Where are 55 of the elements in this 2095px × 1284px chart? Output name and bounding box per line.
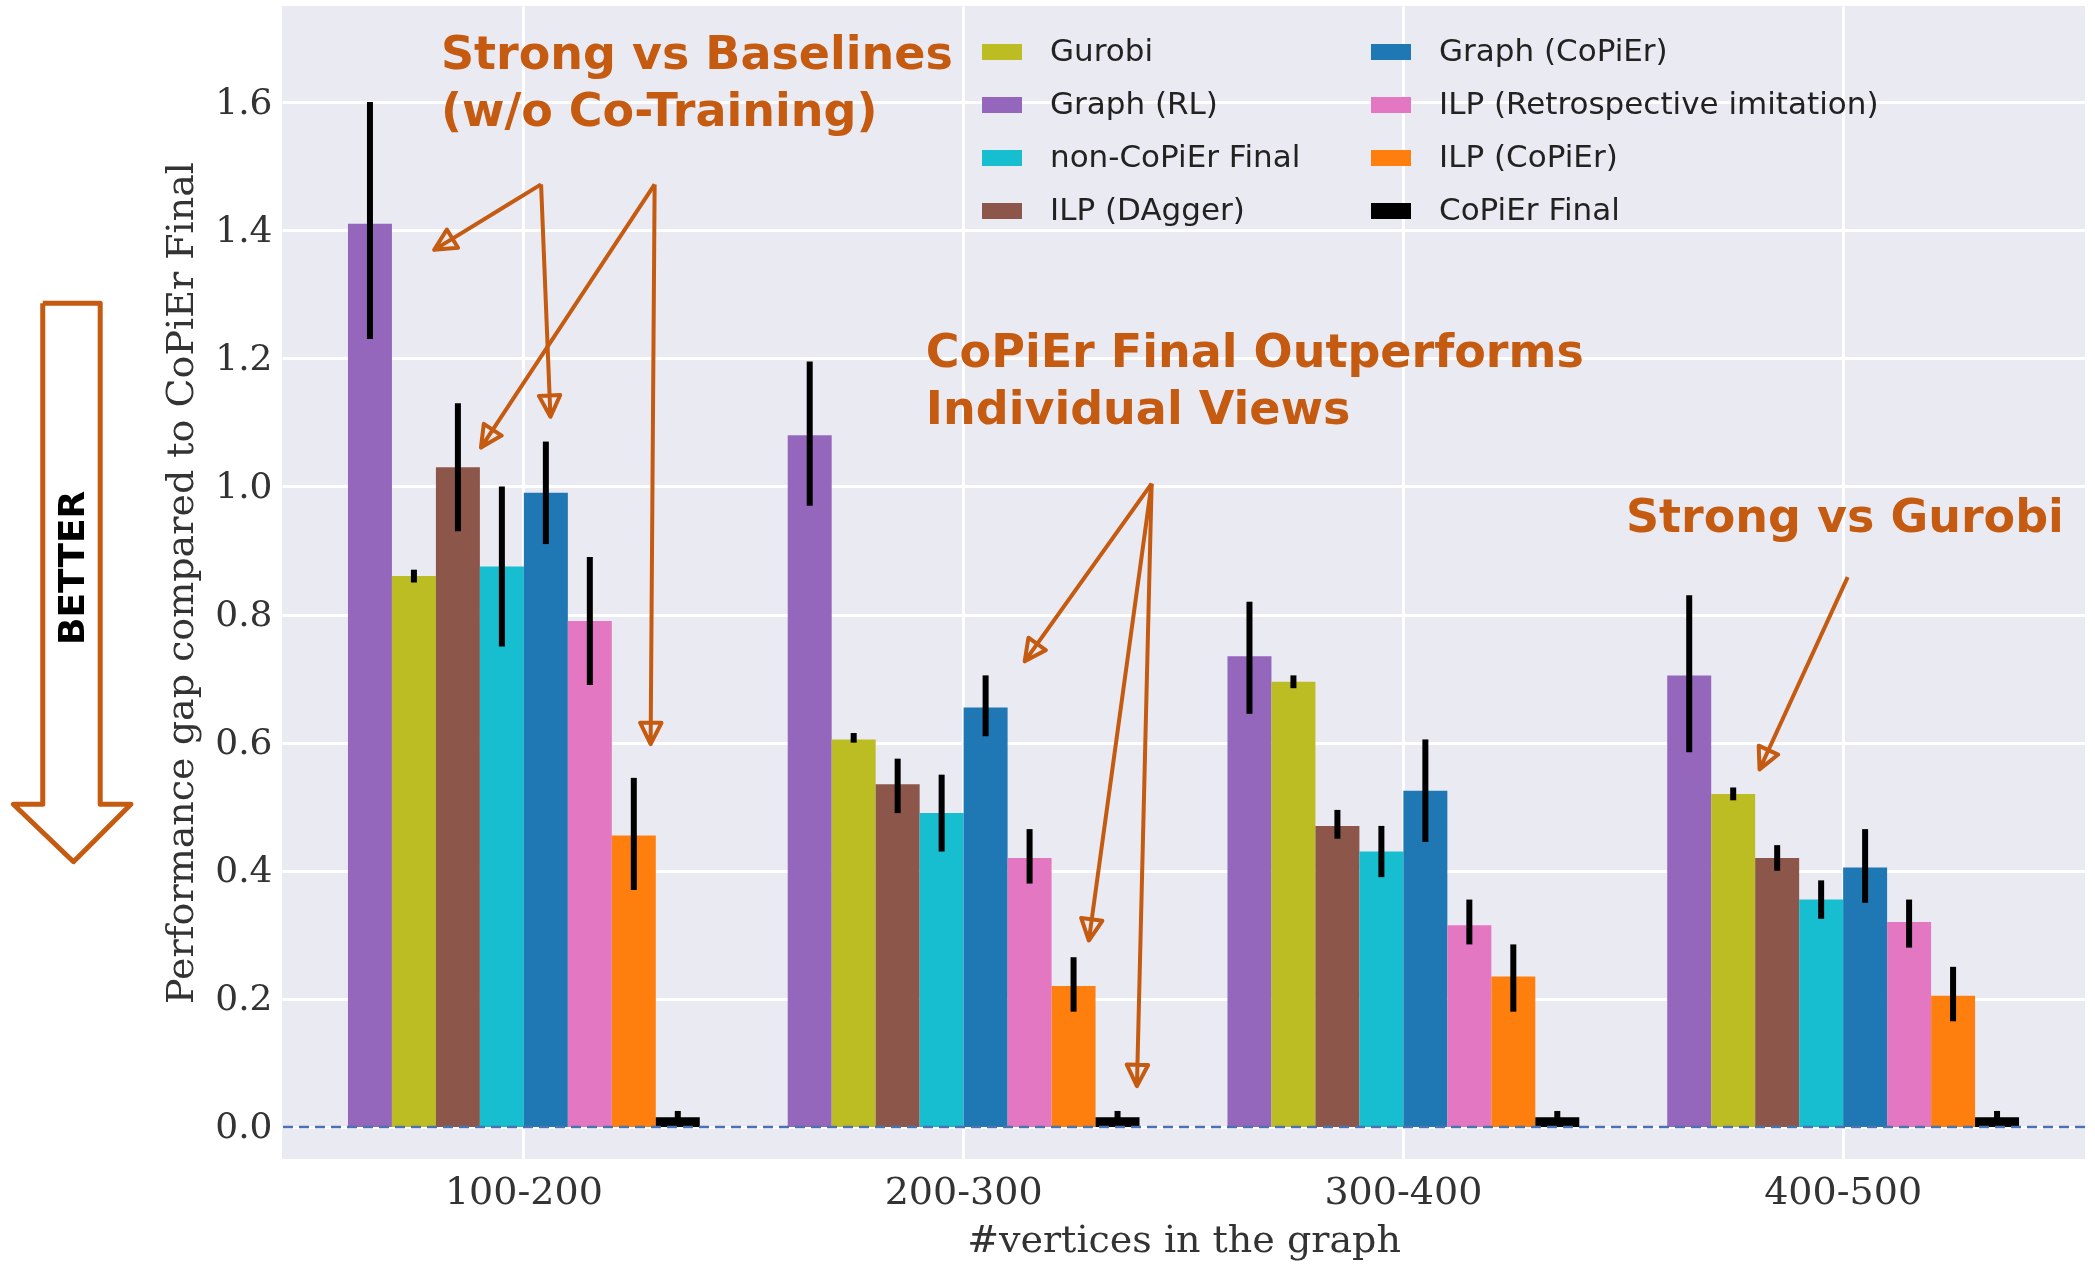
- legend-label: ILP (Retrospective imitation): [1439, 85, 1879, 121]
- legend-label: ILP (DAgger): [1050, 191, 1245, 227]
- y-tick-label: 0.4: [215, 849, 273, 891]
- bar: [391, 576, 436, 1127]
- bar: [523, 492, 568, 1127]
- y-tick-label: 1.2: [215, 336, 273, 378]
- bar: [1403, 790, 1448, 1127]
- y-tick-label: 1.4: [215, 208, 273, 250]
- x-tick-label: 100-200: [444, 1168, 603, 1213]
- bar: [1447, 925, 1492, 1127]
- bar: [1491, 976, 1536, 1127]
- bar: [919, 813, 964, 1127]
- y-tick-label: 0.8: [215, 593, 273, 635]
- bar: [1359, 851, 1404, 1127]
- legend-label: Graph (RL): [1050, 85, 1218, 121]
- bar: [1799, 899, 1844, 1127]
- bar: [1315, 825, 1360, 1127]
- bar: [875, 784, 920, 1127]
- bar: [831, 739, 876, 1127]
- x-tick-label: 200-300: [884, 1168, 1043, 1213]
- legend-label: Graph (CoPiEr): [1439, 32, 1668, 68]
- bar: [567, 620, 612, 1127]
- bar: [787, 435, 832, 1127]
- bar: [1007, 857, 1052, 1127]
- bar: [611, 835, 656, 1127]
- legend-label: ILP (CoPiEr): [1439, 138, 1618, 174]
- bar: [1887, 921, 1932, 1127]
- y-tick-label: 0.0: [215, 1105, 273, 1147]
- x-tick-label: 400-500: [1764, 1168, 1923, 1213]
- y-axis-title: Performance gap compared to CoPiEr Final: [158, 162, 203, 1004]
- bar: [1227, 656, 1272, 1127]
- annotation: Strong vs Baselines (w/o Co-Training): [440, 26, 953, 138]
- bar: [1843, 867, 1888, 1127]
- x-axis-title: #vertices in the graph: [967, 1216, 1401, 1261]
- bar: [1667, 675, 1712, 1127]
- bar: [1711, 793, 1756, 1127]
- legend-label: CoPiEr Final: [1439, 191, 1620, 227]
- text: BETTER: [51, 490, 93, 645]
- bar: [963, 707, 1008, 1127]
- bar: [479, 566, 524, 1127]
- legend-label: Gurobi: [1050, 32, 1153, 68]
- bar: [1755, 857, 1800, 1127]
- y-tick-label: 0.6: [215, 721, 273, 763]
- x-tick-label: 300-400: [1324, 1168, 1483, 1213]
- bar: [1051, 986, 1096, 1127]
- bar: [435, 467, 480, 1127]
- y-tick-label: 0.2: [215, 977, 273, 1019]
- legend-label: non-CoPiEr Final: [1050, 138, 1301, 174]
- annotation: CoPiEr Final Outperforms Individual Views: [925, 324, 1584, 436]
- bar: [1271, 681, 1316, 1127]
- bar: [347, 223, 392, 1127]
- y-tick-label: 1.0: [215, 464, 273, 506]
- y-tick-label: 1.6: [215, 80, 273, 122]
- annotation: Strong vs Gurobi: [1625, 488, 2064, 543]
- bar: [1931, 995, 1976, 1127]
